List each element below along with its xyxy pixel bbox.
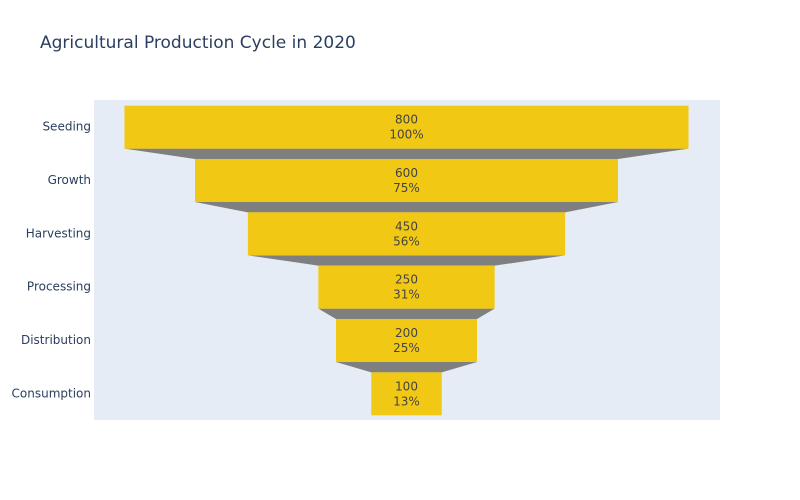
category-label: Harvesting <box>26 226 91 240</box>
funnel-connector <box>124 148 689 159</box>
funnel-bar <box>124 105 689 149</box>
value-label: 200 <box>395 326 418 340</box>
value-label: 800 <box>395 113 418 127</box>
category-label-group: Seeding Growth Harvesting Processing Distrib… <box>12 120 91 401</box>
category-label: Seeding <box>42 120 91 134</box>
percent-label: 25% <box>393 341 420 355</box>
funnel-bar <box>247 212 566 256</box>
funnel-connector <box>247 255 566 266</box>
category-label: Consumption <box>12 386 91 400</box>
percent-label: 100% <box>389 128 423 142</box>
chart-title: Agricultural Production Cycle in 2020 <box>40 33 356 53</box>
category-label: Distribution <box>21 333 91 347</box>
funnel-connector <box>336 362 477 373</box>
percent-label: 31% <box>393 288 420 302</box>
value-label: 250 <box>395 273 418 287</box>
connector-group <box>124 148 689 373</box>
value-label: 100 <box>395 379 418 393</box>
value-label: 450 <box>395 219 418 233</box>
value-label: 600 <box>395 166 418 180</box>
funnel-bar <box>336 319 477 362</box>
category-label: Processing <box>27 280 91 294</box>
percent-label: 56% <box>393 234 420 248</box>
category-label: Growth <box>48 173 91 187</box>
funnel-bar <box>318 265 495 309</box>
funnel-bar <box>371 372 442 416</box>
funnel-connector <box>318 308 495 319</box>
percent-label: 13% <box>393 394 420 408</box>
percent-label: 75% <box>393 181 420 195</box>
funnel-connector <box>195 202 618 213</box>
funnel-bar <box>195 159 618 202</box>
bar-group <box>124 105 689 416</box>
